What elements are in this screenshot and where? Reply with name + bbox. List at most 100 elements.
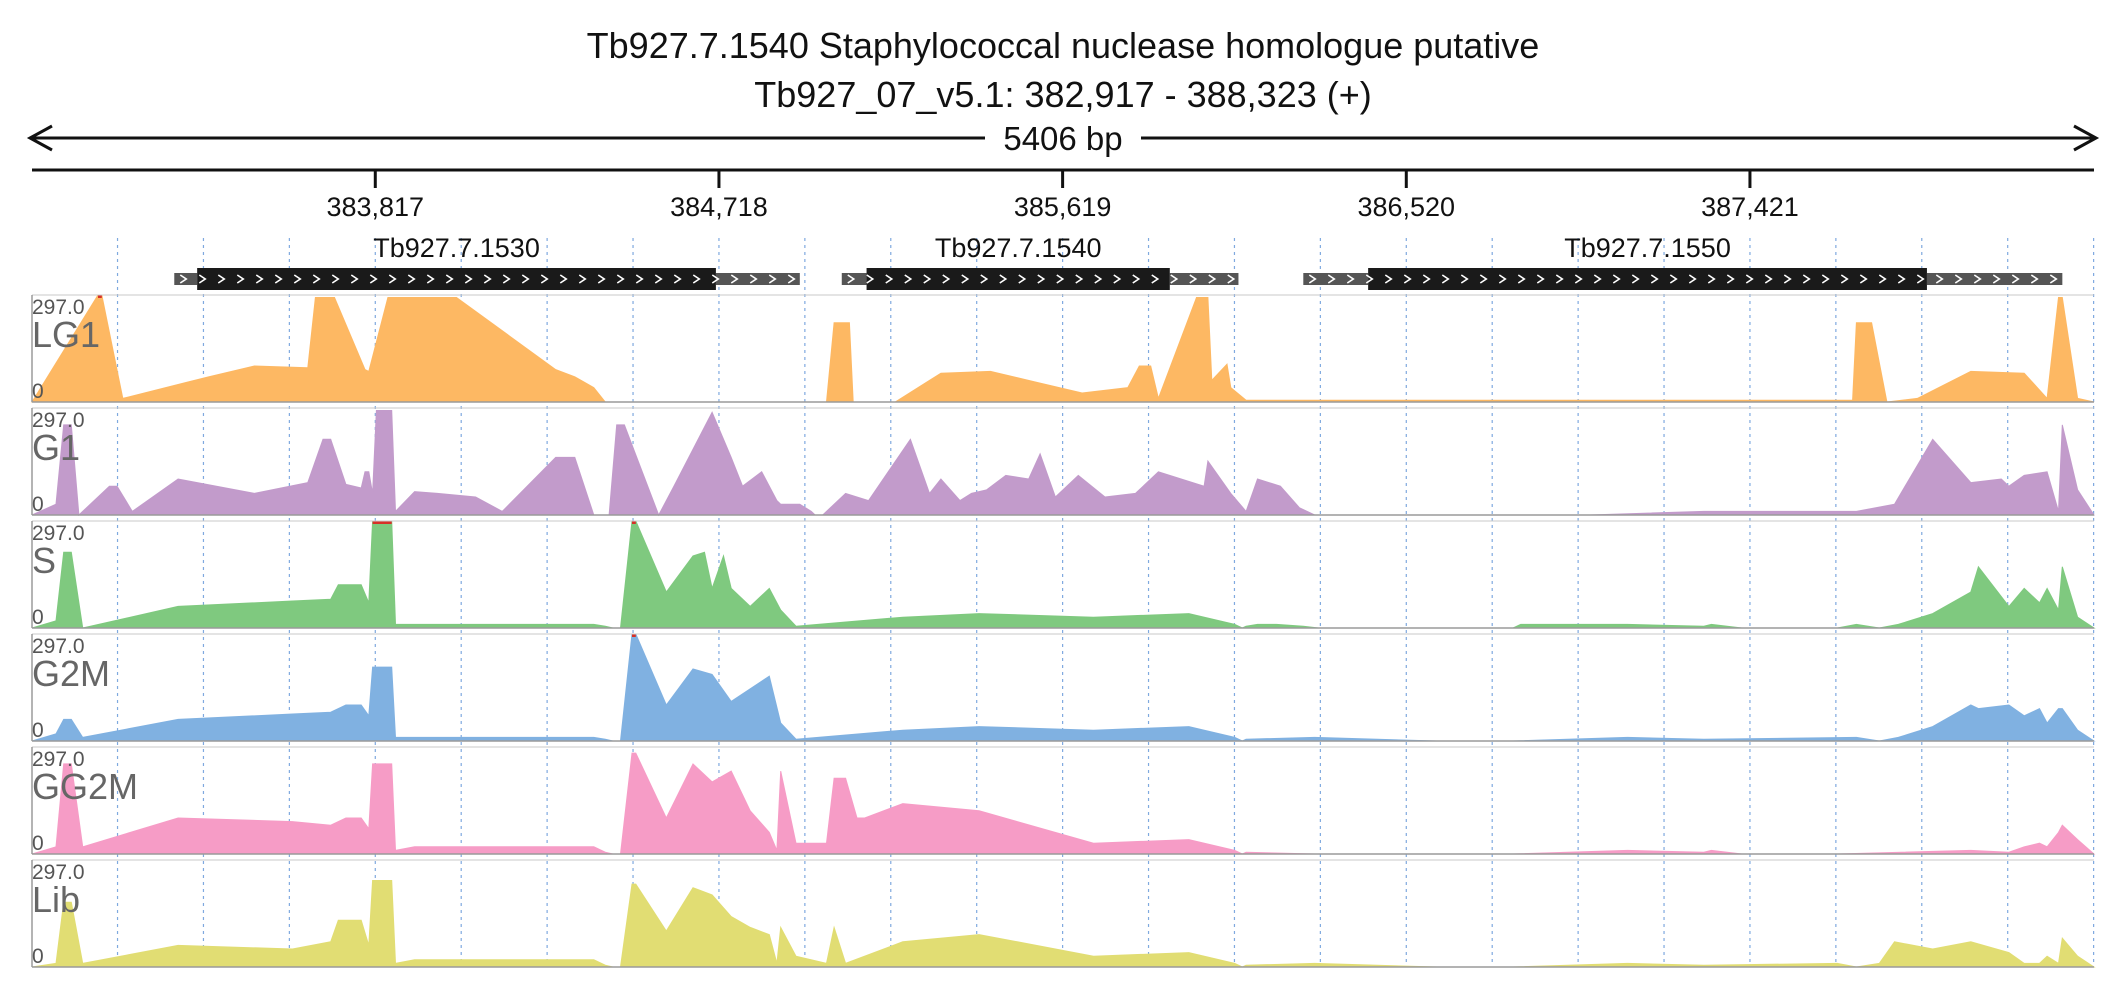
gene-utr3	[1926, 273, 2063, 285]
coverage-tracks: 297.00LG1297.00G1297.00S297.00G2M297.00G…	[31, 294, 2096, 968]
coverage-track: 297.0 0 LG1	[31, 294, 2095, 403]
coverage-track: 297.0 0 GG2M	[31, 746, 2096, 855]
strand-chevron	[559, 274, 568, 284]
strand-chevron	[847, 274, 856, 284]
strand-chevron	[1441, 274, 1450, 284]
strand-chevron	[1308, 274, 1317, 284]
strand-chevron	[1227, 274, 1236, 284]
strand-chevron	[1151, 274, 1160, 284]
strand-chevron	[1536, 274, 1545, 284]
strand-chevron	[961, 274, 970, 284]
strand-chevron	[293, 274, 302, 284]
strand-chevron	[1954, 274, 1963, 284]
strand-chevron	[369, 274, 378, 284]
strand-chevron	[426, 274, 435, 284]
strand-chevron	[1327, 274, 1336, 284]
ruler-tick-label: 387,421	[1701, 192, 1799, 222]
strand-chevron	[1384, 274, 1393, 284]
coverage-area	[31, 520, 2096, 629]
strand-chevron	[1094, 274, 1103, 284]
track-min-label: 0	[32, 493, 44, 516]
strand-chevron	[1764, 274, 1773, 284]
strand-chevron	[1365, 274, 1374, 284]
gene-label: Tb927.7.1540	[935, 233, 1102, 263]
strand-chevron	[502, 274, 511, 284]
span-arrow: 5406 bp	[26, 120, 2100, 158]
strand-chevron	[885, 274, 894, 284]
ruler-tick-label: 383,817	[326, 192, 424, 222]
track-min-label: 0	[32, 380, 44, 403]
strand-chevron	[1821, 274, 1830, 284]
gene-utr3	[715, 273, 800, 285]
strand-chevron	[464, 274, 473, 284]
strand-chevron	[673, 274, 682, 284]
track-min-label: 0	[32, 832, 44, 855]
track-name-label: G1	[32, 427, 80, 468]
strand-chevron	[388, 274, 397, 284]
strand-chevron	[980, 274, 989, 284]
gene-model: Tb927.7.1530	[174, 233, 800, 290]
strand-chevron	[1593, 274, 1602, 284]
track-min-label: 0	[32, 606, 44, 629]
gene-label: Tb927.7.1550	[1564, 233, 1731, 263]
track-max-label: 297.0	[32, 748, 85, 771]
coverage-area	[31, 752, 2096, 855]
clip-marker	[372, 521, 392, 524]
gene-utr3	[1169, 273, 1239, 285]
track-max-label: 297.0	[32, 635, 85, 658]
track-max-label: 297.0	[32, 861, 85, 884]
clip-marker	[631, 521, 636, 524]
strand-chevron	[1897, 274, 1906, 284]
strand-chevron	[923, 274, 932, 284]
strand-chevron	[312, 274, 321, 284]
strand-chevron	[236, 274, 245, 284]
strand-chevron	[274, 274, 283, 284]
span-label-bg	[985, 120, 1141, 158]
strand-chevron	[1460, 274, 1469, 284]
strand-chevron	[1075, 274, 1084, 284]
strand-chevron	[635, 274, 644, 284]
chart-subtitle: Tb927_07_v5.1: 382,917 - 388,323 (+)	[754, 74, 1371, 115]
strand-chevron	[1707, 274, 1716, 284]
strand-chevron	[616, 274, 625, 284]
clip-marker	[631, 634, 636, 637]
strand-chevron	[866, 274, 875, 284]
strand-chevron	[255, 274, 264, 284]
strand-chevron	[1840, 274, 1849, 284]
span-arrow-left-head	[26, 124, 53, 152]
strand-chevron	[179, 274, 188, 284]
strand-chevron	[1132, 274, 1141, 284]
strand-chevron	[1726, 274, 1735, 284]
gene-model: Tb927.7.1540	[841, 233, 1239, 290]
strand-chevron	[999, 274, 1008, 284]
coverage-track: 297.0 0 Lib	[31, 859, 2096, 968]
strand-chevron	[1802, 274, 1811, 284]
strand-chevron	[1935, 274, 1944, 284]
ruler-ticks: 383,817 384,718 385,619 386,520 387,421	[326, 170, 1799, 222]
strand-chevron	[1113, 274, 1122, 284]
track-max-label: 297.0	[32, 409, 85, 432]
strand-chevron	[1479, 274, 1488, 284]
strand-chevron	[1346, 274, 1355, 284]
strand-chevron	[1208, 274, 1217, 284]
strand-chevron	[1859, 274, 1868, 284]
track-max-label: 297.0	[32, 522, 85, 545]
track-name-label: LG1	[32, 314, 100, 355]
strand-chevron	[483, 274, 492, 284]
strand-chevron	[730, 274, 739, 284]
gene-model: Tb927.7.1550	[1303, 233, 2063, 290]
strand-chevron	[1517, 274, 1526, 284]
gene-label: Tb927.7.1530	[373, 233, 540, 263]
strand-chevron	[445, 274, 454, 284]
strand-chevron	[1992, 274, 2001, 284]
strand-chevron	[749, 274, 758, 284]
strand-chevron	[692, 274, 701, 284]
strand-chevron	[1631, 274, 1640, 284]
strand-chevron	[1783, 274, 1792, 284]
track-name-label: G2M	[32, 653, 110, 694]
strand-chevron	[1650, 274, 1659, 284]
track-max-label: 297.0	[32, 296, 85, 319]
gene-cds	[866, 268, 1170, 290]
strand-chevron	[1688, 274, 1697, 284]
